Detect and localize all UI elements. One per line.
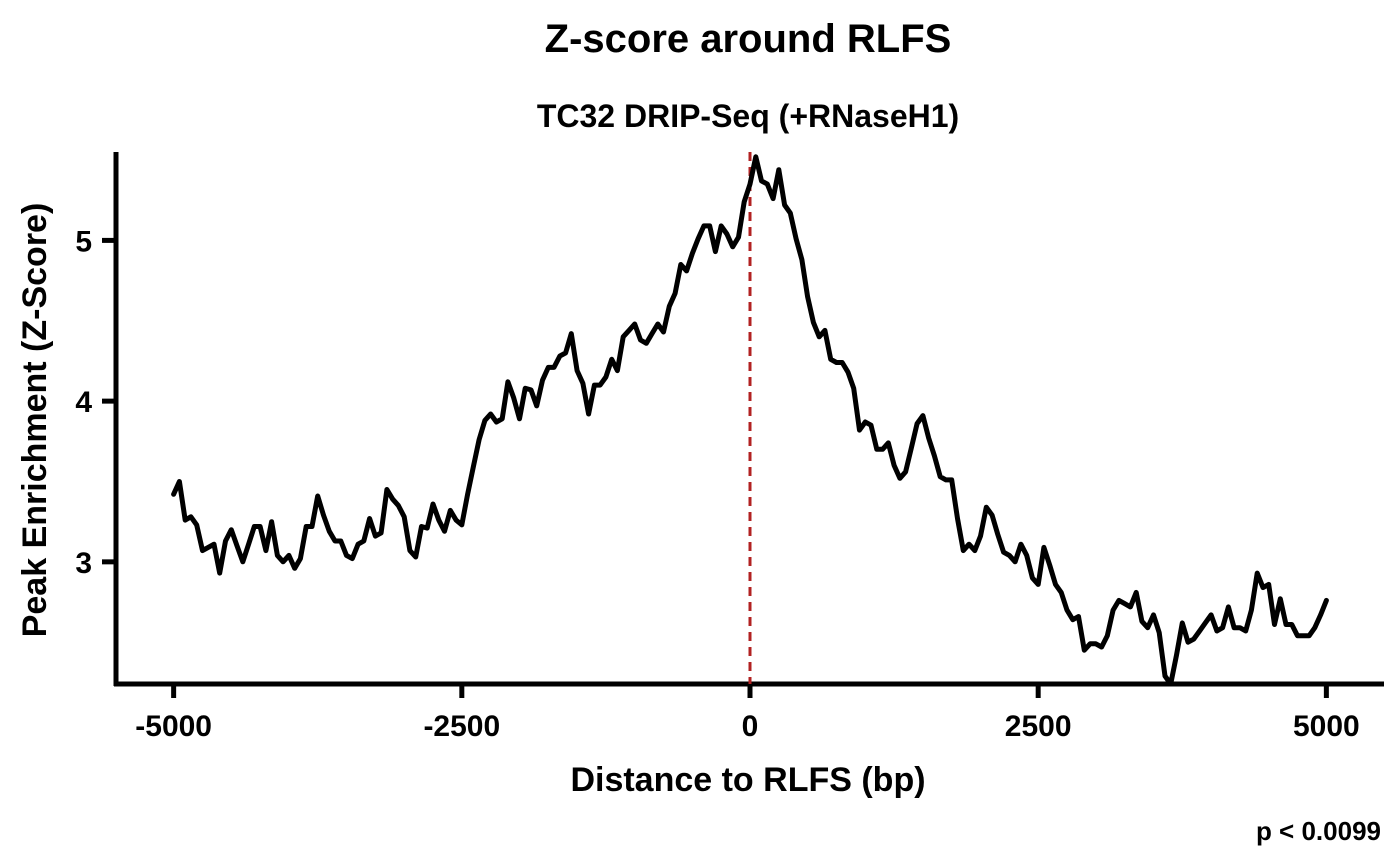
plot-area: -5000 -2500 0 2500 5000 3 4 5 [75, 152, 1384, 743]
y-tick-label: 5 [75, 225, 92, 258]
x-tick-label: 2500 [1005, 710, 1072, 743]
chart-title: Z-score around RLFS [545, 17, 952, 61]
y-tick-label: 4 [75, 386, 92, 419]
x-tick-label: 5000 [1293, 710, 1360, 743]
p-value-annotation: p < 0.0099 [1256, 816, 1381, 846]
x-tick-label: -2500 [423, 710, 500, 743]
x-tick-label: -5000 [135, 710, 212, 743]
chart-subtitle: TC32 DRIP-Seq (+RNaseH1) [537, 98, 959, 134]
series-line [171, 154, 1329, 687]
y-tick-label: 3 [75, 547, 92, 580]
y-axis-label: Peak Enrichment (Z-Score) [16, 203, 54, 638]
x-tick-label: 0 [742, 710, 759, 743]
x-axis-label: Distance to RLFS (bp) [570, 761, 925, 799]
